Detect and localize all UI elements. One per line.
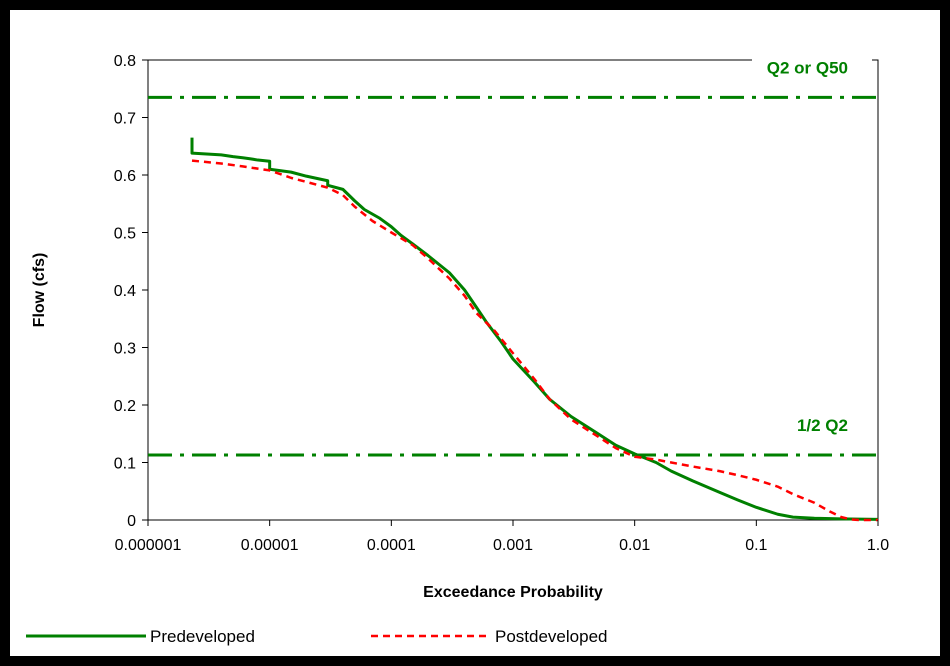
x-axis-title: Exceedance Probability xyxy=(423,584,603,601)
x-tick-label: 0.0001 xyxy=(367,537,416,554)
chart-frame: Q2 or Q50 1/2 Q2 0 0.1 0.2 0.3 0.4 0.5 0.6 0.7 0.… xyxy=(10,10,940,656)
plot-area xyxy=(147,59,879,521)
legend: Predeveloped Postdeveloped xyxy=(26,627,607,646)
reference-lines: Q2 or Q50 1/2 Q2 xyxy=(148,53,878,457)
x-tick-label: 0.001 xyxy=(493,537,533,554)
series-line xyxy=(190,137,879,521)
legend-label: Postdeveloped xyxy=(495,627,607,646)
flow-duration-chart: Q2 or Q50 1/2 Q2 0 0.1 0.2 0.3 0.4 0.5 0.6 0.7 0.… xyxy=(26,53,889,646)
reference-line-label: Q2 or Q50 xyxy=(767,58,848,77)
reference-label-bg xyxy=(792,411,872,438)
y-tick-label: 0.5 xyxy=(114,226,136,243)
x-tick-label: 0.1 xyxy=(745,537,767,554)
y-tick-label: 0.7 xyxy=(114,111,136,128)
reference-label-bg xyxy=(752,53,872,80)
reference-line-label: 1/2 Q2 xyxy=(797,416,848,435)
y-tick-label: 0.4 xyxy=(114,283,136,300)
x-tick-label: 1.0 xyxy=(867,537,889,554)
axes: 0 0.1 0.2 0.3 0.4 0.5 0.6 0.7 0.8 0.000001 0.00001… xyxy=(114,53,889,554)
series-line xyxy=(191,159,878,522)
x-tick-label: 0.01 xyxy=(619,537,650,554)
y-tick-label: 0 xyxy=(127,513,136,530)
series-layer xyxy=(190,137,879,522)
x-tick-label: 0.000001 xyxy=(115,537,182,554)
x-tick-label: 0.00001 xyxy=(241,537,299,554)
y-tick-label: 0.6 xyxy=(114,168,136,185)
y-tick-label: 0.3 xyxy=(114,341,136,358)
y-tick-label: 0.1 xyxy=(114,456,136,473)
plot-border xyxy=(147,59,879,521)
y-tick-label: 0.2 xyxy=(114,398,136,415)
y-axis-title: Flow (cfs) xyxy=(31,253,48,328)
legend-label: Predeveloped xyxy=(150,627,255,646)
y-tick-label: 0.8 xyxy=(114,53,136,70)
